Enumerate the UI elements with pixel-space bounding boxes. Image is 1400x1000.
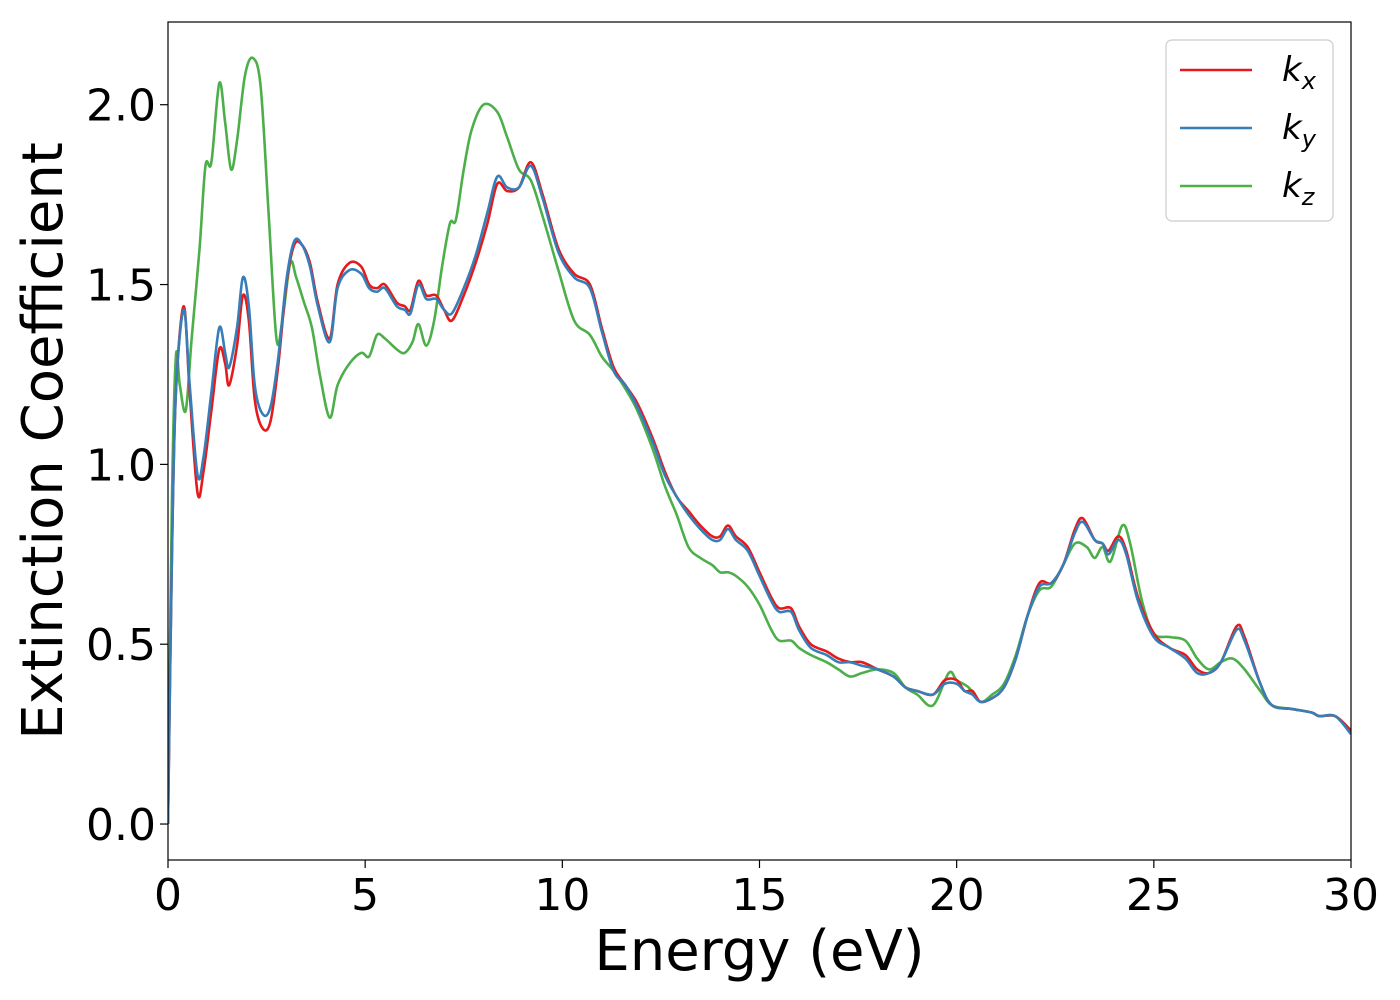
series-line-kz bbox=[168, 56, 1351, 825]
x-axis: 0 5 10 15 20 25 30 bbox=[154, 860, 1379, 921]
x-tick-label: 25 bbox=[1126, 870, 1182, 921]
series-line-kx bbox=[168, 160, 1351, 825]
y-tick-label: 1.0 bbox=[86, 440, 156, 491]
y-tick-label: 0.5 bbox=[86, 620, 156, 671]
y-tick-label: 1.5 bbox=[86, 261, 156, 312]
x-tick-label: 15 bbox=[732, 870, 788, 921]
y-tick-label: 2.0 bbox=[86, 81, 156, 132]
y-tick-label: 0.0 bbox=[86, 800, 156, 851]
y-axis-title: Extinction Coefficient bbox=[11, 142, 76, 740]
x-tick-label: 0 bbox=[154, 870, 182, 921]
legend-label-kz: kz bbox=[1282, 166, 1316, 211]
legend-box bbox=[1165, 39, 1334, 222]
plot-lines bbox=[168, 56, 1351, 825]
x-tick-label: 10 bbox=[534, 870, 590, 921]
x-tick-label: 20 bbox=[929, 870, 985, 921]
x-tick-label: 5 bbox=[351, 870, 379, 921]
x-axis-title: Energy (eV) bbox=[594, 919, 924, 984]
legend-label-kx: kx bbox=[1282, 50, 1317, 95]
legend-label-ky: ky bbox=[1282, 108, 1317, 153]
x-tick-label: 30 bbox=[1323, 870, 1379, 921]
series-line-ky bbox=[168, 164, 1351, 825]
y-axis: 0.0 0.5 1.0 1.5 2.0 bbox=[86, 81, 168, 851]
legend: kx ky kz bbox=[1165, 39, 1334, 222]
